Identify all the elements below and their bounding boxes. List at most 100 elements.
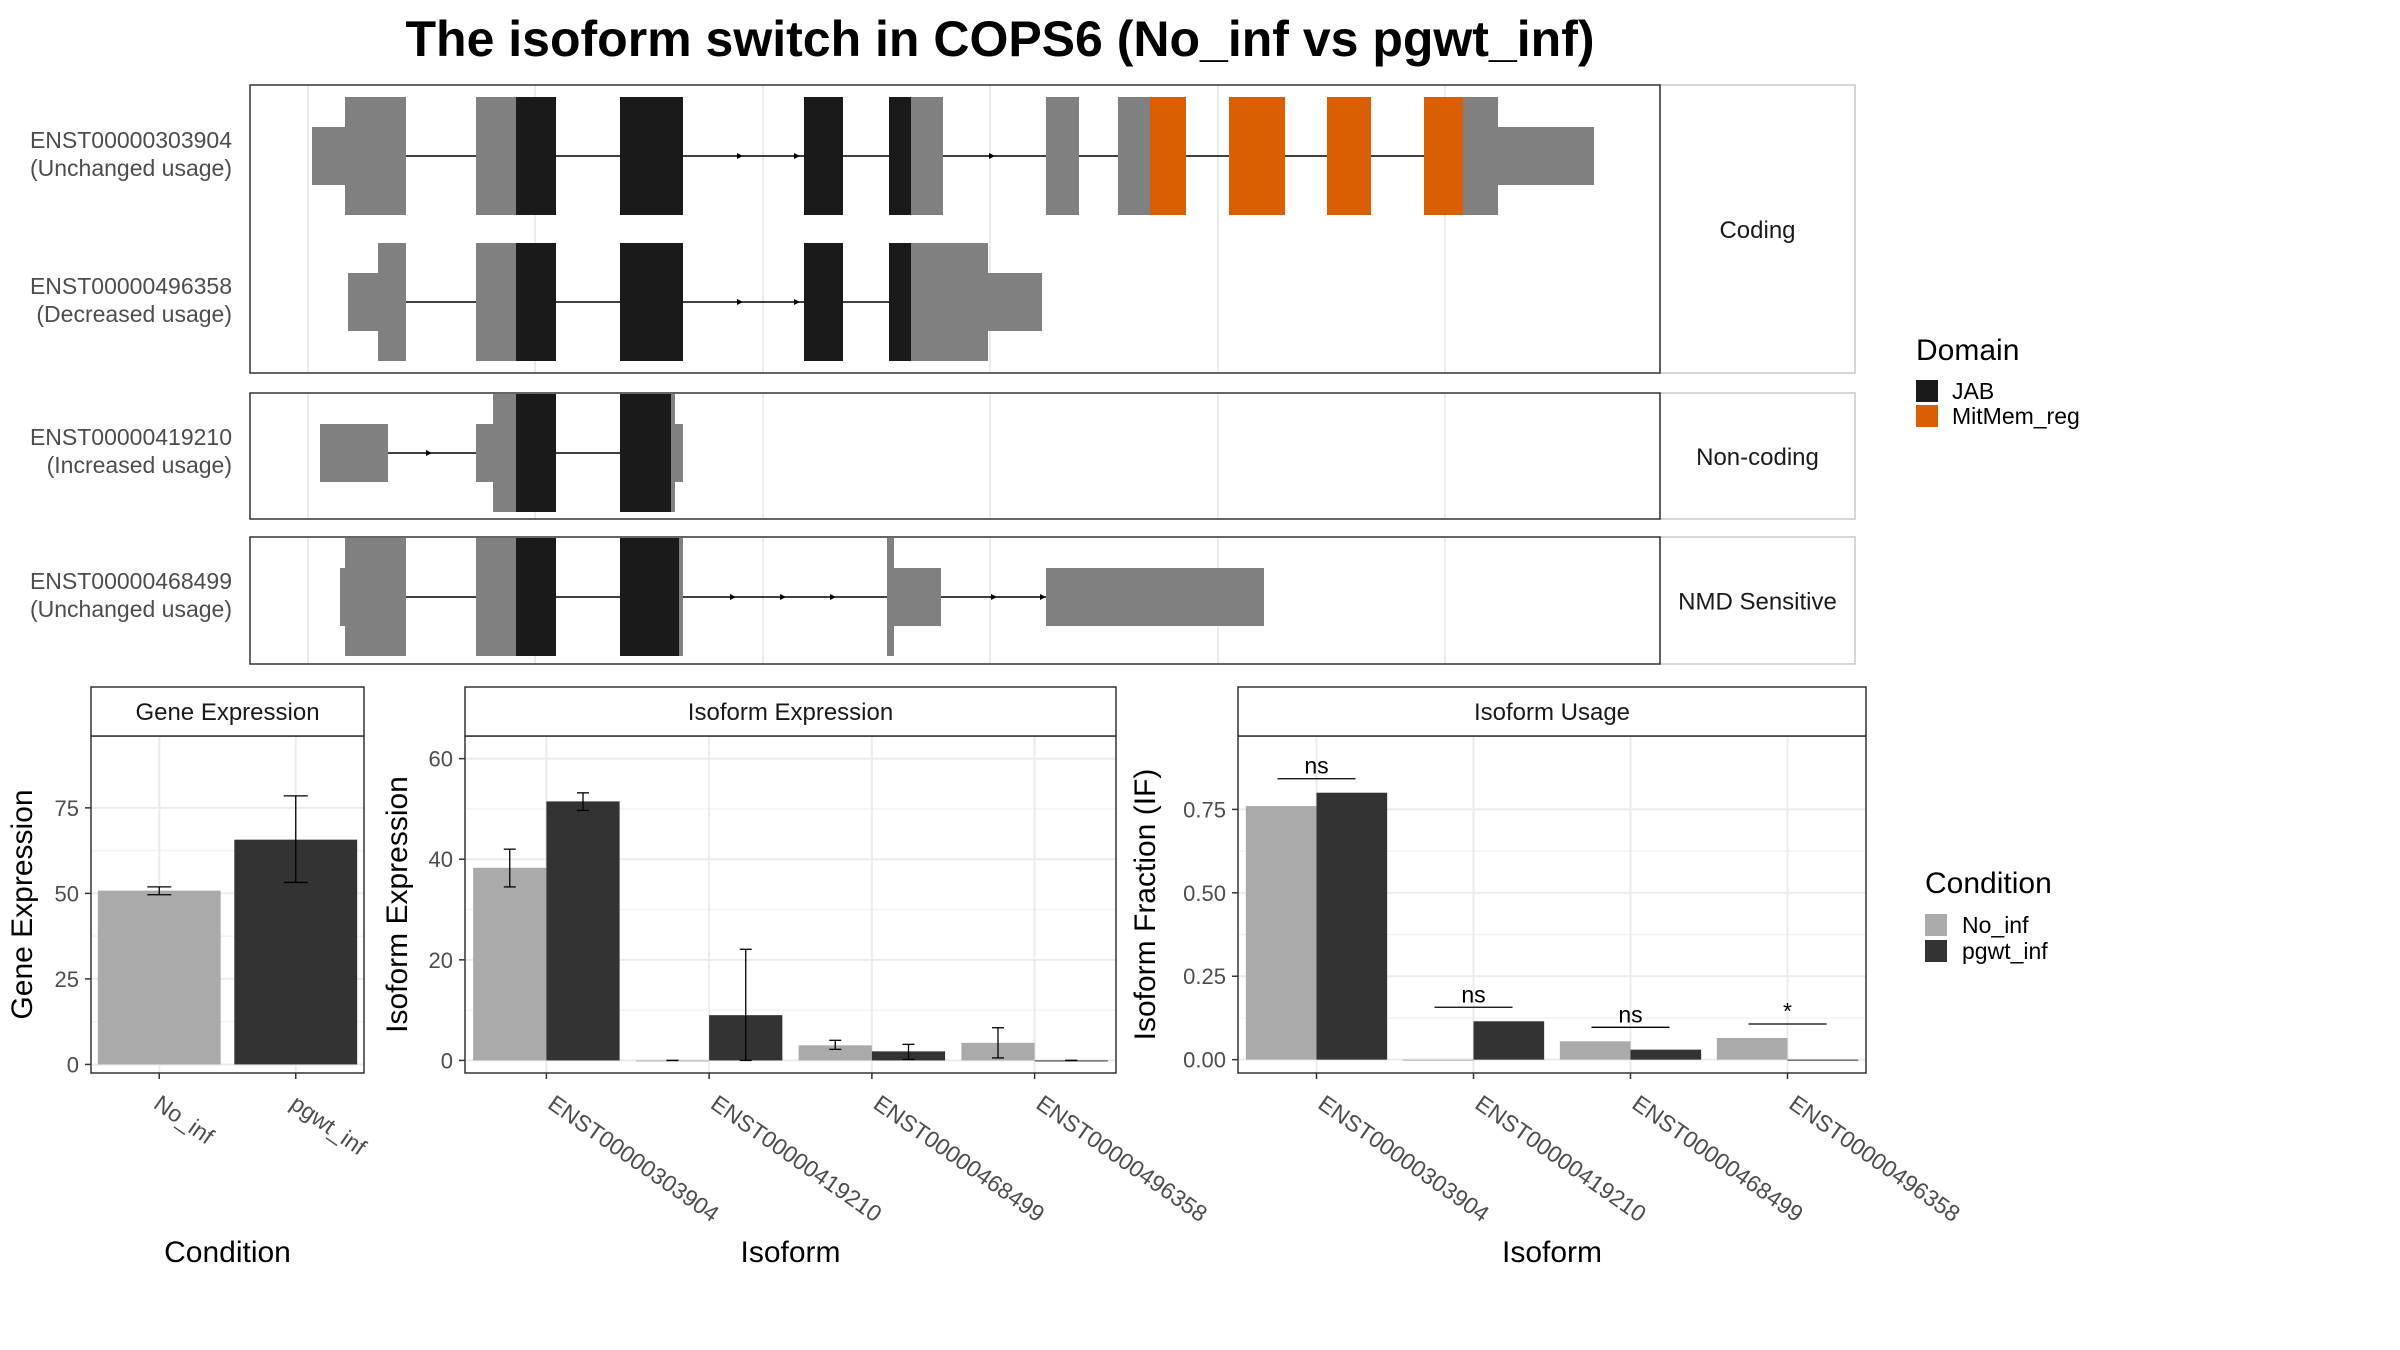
bar-no-inf bbox=[1559, 1041, 1631, 1060]
intron-direction-arrow bbox=[991, 594, 997, 600]
exon bbox=[675, 424, 683, 482]
intron-direction-arrow bbox=[989, 153, 995, 159]
condition-legend-title: Condition bbox=[1925, 867, 2052, 900]
exon-jab-domain bbox=[889, 243, 911, 361]
y-axis-title: Gene Expression bbox=[6, 789, 39, 1019]
facet-strip bbox=[90, 686, 365, 737]
exon bbox=[320, 424, 388, 482]
facet-strip bbox=[1237, 686, 1867, 737]
intron-direction-arrow bbox=[730, 594, 736, 600]
exon-jab-domain bbox=[804, 243, 843, 361]
intron-direction-arrow bbox=[794, 299, 800, 305]
condition-legend: Condition No_inf pgwt_inf bbox=[1925, 867, 2052, 964]
x-tick-label: ENST00000303904 bbox=[544, 1090, 725, 1227]
bar-no-inf bbox=[473, 867, 547, 1061]
y-tick-label: 25 bbox=[55, 967, 79, 992]
facet-label: Non-coding bbox=[1696, 444, 1819, 471]
strip-label: Gene Expression bbox=[135, 699, 319, 726]
y-tick-label: 0.25 bbox=[1183, 964, 1226, 989]
bar-no-inf bbox=[1245, 806, 1317, 1060]
exon bbox=[894, 568, 941, 626]
legend-key-no-inf bbox=[1925, 914, 1947, 936]
isoform-usage-label: (Unchanged usage) bbox=[30, 596, 232, 622]
y-axis-title: Isoform Expression bbox=[381, 776, 414, 1033]
y-tick-label: 50 bbox=[55, 881, 79, 906]
exon bbox=[312, 127, 345, 185]
structure-panel-border bbox=[249, 536, 1661, 665]
y-tick-label: 20 bbox=[429, 948, 453, 973]
isoform-id-label: ENST00000468499 bbox=[30, 568, 232, 594]
bar-pgwt-inf bbox=[546, 801, 620, 1061]
facet-strip bbox=[1659, 392, 1856, 520]
isoform-expression-chart: Isoform Expression 0 20 40 60 ENST00000303904… bbox=[381, 686, 1212, 1269]
isoform-structure-panel: Coding Non-coding NMD Sensitive ENST0000030… bbox=[30, 84, 1856, 665]
exon-jab-domain bbox=[620, 243, 683, 361]
y-tick-label: 0 bbox=[67, 1052, 79, 1077]
exon bbox=[1498, 127, 1594, 185]
bar-pgwt-inf bbox=[1787, 1059, 1859, 1061]
exon bbox=[378, 243, 406, 361]
exon-jab-domain bbox=[620, 394, 671, 512]
significance-label: ns bbox=[1618, 1001, 1642, 1027]
exon-jab-domain bbox=[516, 394, 556, 512]
x-tick-label: ENST00000468499 bbox=[1628, 1090, 1808, 1227]
y-tick-label: 40 bbox=[429, 847, 453, 872]
y-axis-title: Isoform Fraction (IF) bbox=[1129, 769, 1162, 1041]
isoform-usage-label: (Increased usage) bbox=[47, 452, 232, 478]
x-tick-label: ENST00000303904 bbox=[1314, 1090, 1495, 1227]
isoform-id-label: ENST00000419210 bbox=[30, 424, 232, 450]
intron-direction-arrow bbox=[1040, 594, 1046, 600]
exon bbox=[345, 538, 406, 656]
intron-direction-arrow bbox=[426, 450, 432, 456]
legend-key-mitmem bbox=[1916, 405, 1938, 427]
significance-label: * bbox=[1783, 998, 1792, 1024]
strip-label: Isoform Expression bbox=[688, 699, 893, 726]
facet-strip bbox=[464, 686, 1117, 737]
x-axis-title: Isoform bbox=[1502, 1236, 1602, 1269]
legend-key-jab bbox=[1916, 380, 1938, 402]
legend-label-jab: JAB bbox=[1952, 378, 1994, 404]
bar-no-inf bbox=[798, 1045, 872, 1061]
exon bbox=[1046, 97, 1079, 215]
facet-label: NMD Sensitive bbox=[1678, 589, 1837, 616]
isoform-usage-label: (Unchanged usage) bbox=[30, 155, 232, 181]
figure-title: The isoform switch in COPS6 (No_inf vs p… bbox=[406, 11, 1595, 67]
exon bbox=[476, 97, 516, 215]
exon bbox=[348, 273, 378, 331]
exon bbox=[911, 243, 988, 361]
x-axis-title: Isoform bbox=[740, 1236, 840, 1269]
y-tick-label: 75 bbox=[55, 796, 79, 821]
exon bbox=[911, 97, 943, 215]
exon-mitmem-domain bbox=[1150, 97, 1186, 215]
x-tick-label: ENST00000419210 bbox=[706, 1090, 886, 1227]
domain-legend-title: Domain bbox=[1916, 334, 2019, 367]
x-tick-label: ENST00000496358 bbox=[1032, 1090, 1212, 1227]
exon-jab-domain bbox=[804, 97, 843, 215]
intron-direction-arrow bbox=[737, 153, 743, 159]
structure-panel-border bbox=[249, 392, 1661, 520]
exon-jab-domain bbox=[620, 538, 679, 656]
exon bbox=[1046, 568, 1264, 626]
y-tick-label: 0.00 bbox=[1183, 1048, 1226, 1073]
significance-label: ns bbox=[1304, 753, 1328, 779]
significance-label: ns bbox=[1461, 981, 1485, 1007]
exon-jab-domain bbox=[516, 243, 556, 361]
strip-label: Isoform Usage bbox=[1474, 699, 1630, 726]
exon bbox=[679, 538, 683, 656]
y-tick-label: 0.75 bbox=[1183, 797, 1226, 822]
facet-label: Coding bbox=[1719, 217, 1795, 244]
exon-jab-domain bbox=[516, 97, 556, 215]
structure-panel-border bbox=[249, 84, 1661, 374]
bar-pgwt-inf bbox=[1316, 792, 1388, 1060]
x-axis-title: Condition bbox=[164, 1236, 291, 1269]
exon bbox=[1463, 97, 1498, 215]
legend-label-mitmem: MitMem_reg bbox=[1952, 403, 2080, 429]
exon-jab-domain bbox=[889, 97, 911, 215]
exon bbox=[493, 394, 516, 512]
isoform-id-label: ENST00000303904 bbox=[30, 127, 232, 153]
exon-mitmem-domain bbox=[1229, 97, 1285, 215]
bar-pgwt-inf bbox=[1473, 1021, 1545, 1060]
isoform-usage-chart: ns ns ns * Isoform Usage 0.00 0.25 0.50 0.75 ENST… bbox=[1129, 686, 1965, 1269]
exon bbox=[476, 424, 493, 482]
